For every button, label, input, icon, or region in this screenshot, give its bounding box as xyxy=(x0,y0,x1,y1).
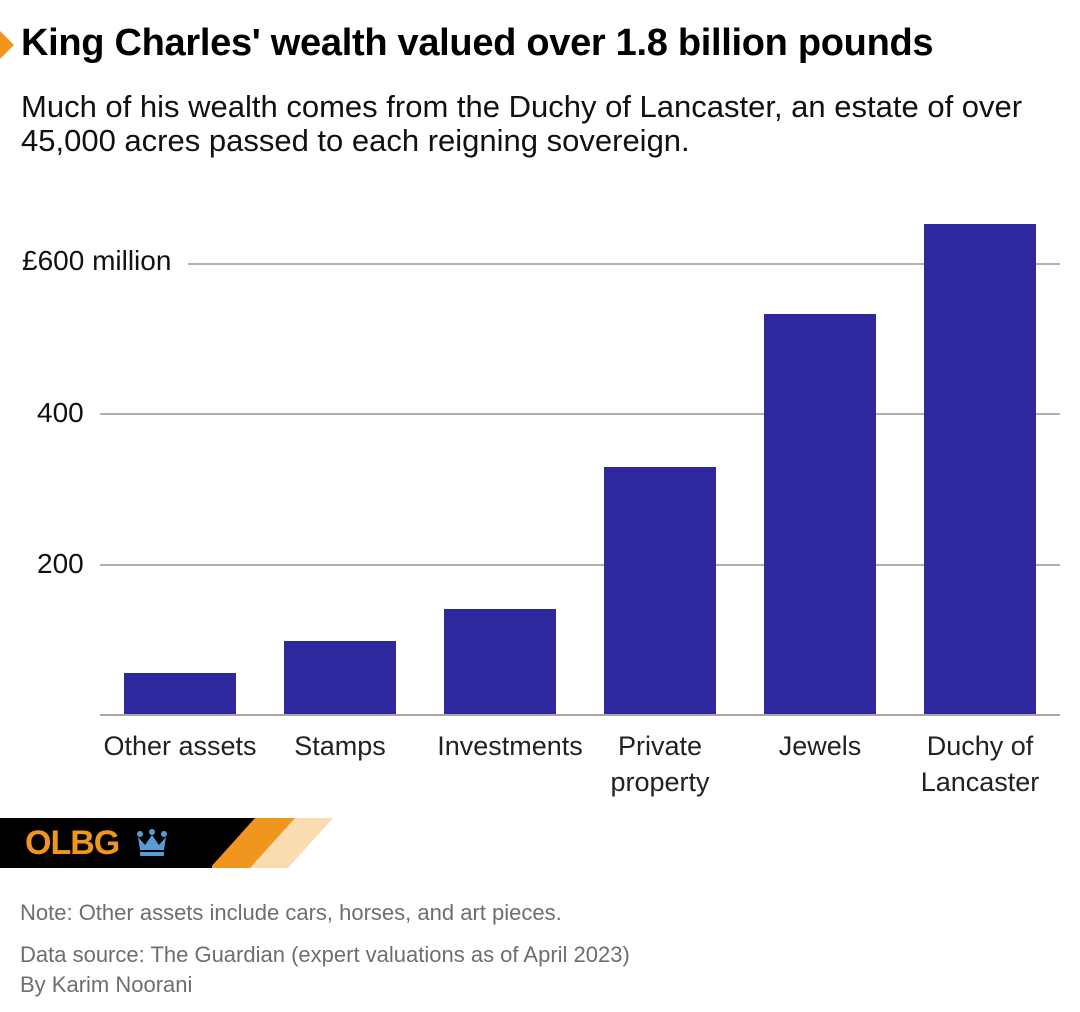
bar-jewels xyxy=(764,314,876,715)
logo-text: OLBG xyxy=(25,824,120,862)
source-credit: Data source: The Guardian (expert valuat… xyxy=(20,940,630,1000)
x-tick-label: Other assets xyxy=(103,731,257,761)
bar-duchy-of-lancaster xyxy=(924,224,1036,715)
bar-stamps xyxy=(284,641,396,715)
y-tick-label: 400 xyxy=(37,397,84,428)
footnote: Note: Other assets include cars, horses,… xyxy=(20,900,562,925)
x-tick-label: Stamps xyxy=(294,731,386,761)
gridline-200 xyxy=(100,564,1060,566)
bar-other-assets xyxy=(124,673,236,715)
byline: By Karim Noorani xyxy=(20,972,193,997)
x-tick-label: Private property xyxy=(610,731,710,797)
chart-title: King Charles' wealth valued over 1.8 bil… xyxy=(21,22,934,64)
title-marker-icon xyxy=(0,31,14,59)
chart-subtitle: Much of his wealth comes from the Duchy … xyxy=(21,89,1023,158)
bar-private-property xyxy=(604,467,716,715)
x-tick-label: Investments xyxy=(437,731,583,761)
y-tick-label: £600 million xyxy=(22,245,172,276)
data-source: Data source: The Guardian (expert valuat… xyxy=(20,942,630,967)
olbg-logo: OLBG xyxy=(0,818,334,868)
y-tick-label: 200 xyxy=(37,548,84,579)
logo-background xyxy=(0,818,212,868)
x-tick-label: Duchy of Lancaster xyxy=(920,731,1040,797)
x-axis-baseline xyxy=(100,714,1060,716)
x-tick-label: Jewels xyxy=(778,731,862,761)
bar-investments xyxy=(444,609,556,715)
gridline-600 xyxy=(188,263,1060,265)
crown-icon xyxy=(137,829,167,856)
gridline-400 xyxy=(100,413,1060,415)
bar-chart: £600 million 400 200 Other assets Stamps… xyxy=(22,224,1060,797)
